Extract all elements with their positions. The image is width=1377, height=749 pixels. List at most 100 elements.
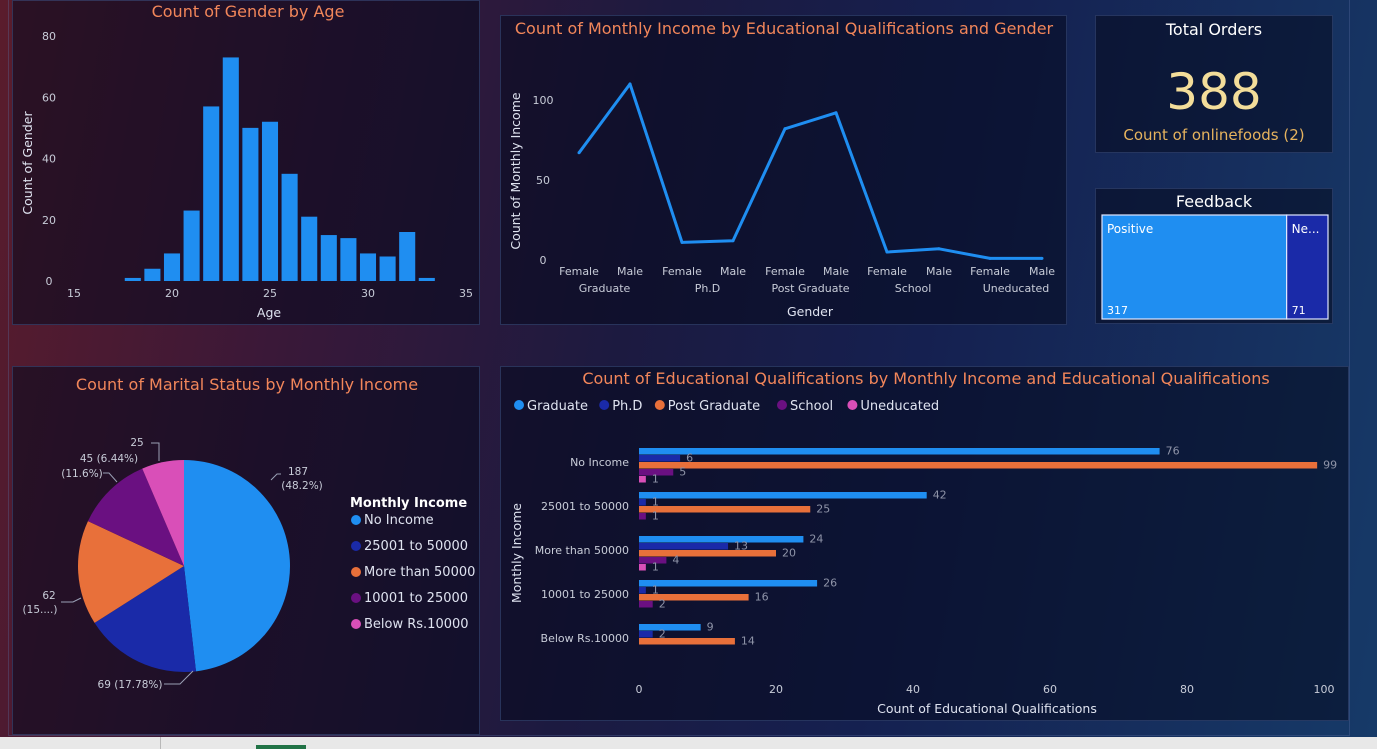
x-tick-label: Male: [926, 265, 952, 278]
bar-data-label: 1: [652, 561, 659, 574]
kpi-title: Total Orders: [1165, 20, 1262, 39]
pie-data-label: 187: [288, 466, 308, 478]
histogram-bar[interactable]: [359, 253, 377, 281]
line-point[interactable]: [937, 247, 941, 251]
legend-item[interactable]: More than 50000: [364, 565, 475, 580]
legend-marker: [351, 619, 361, 629]
chart-title: Count of Educational Qualifications by M…: [582, 369, 1269, 388]
legend-marker: [777, 400, 787, 410]
histogram-bar[interactable]: [418, 277, 435, 281]
feedback-treemap-panel[interactable]: Feedback Positive 317 Ne... 71: [1095, 188, 1333, 324]
line-point[interactable]: [628, 82, 632, 86]
histogram-bar[interactable]: [261, 121, 279, 281]
histogram-bar[interactable]: [144, 268, 161, 281]
line-point[interactable]: [680, 240, 684, 244]
line-point[interactable]: [834, 111, 838, 115]
pie-leader-line: [164, 670, 194, 685]
bar[interactable]: [639, 638, 735, 645]
legend-item[interactable]: Uneducated: [860, 399, 939, 414]
legend-marker: [654, 400, 665, 410]
marital-pie-panel[interactable]: Count of Marital Status by Monthly Incom…: [12, 366, 480, 735]
income-series-line[interactable]: [577, 82, 1042, 260]
histogram-bar[interactable]: [281, 173, 298, 281]
bar[interactable]: [639, 506, 811, 513]
legend-item[interactable]: Post Graduate: [668, 399, 760, 414]
line-point[interactable]: [783, 127, 787, 131]
histogram-bar[interactable]: [222, 57, 239, 281]
line-point[interactable]: [885, 250, 889, 254]
bar[interactable]: [639, 448, 1160, 455]
histogram-bar[interactable]: [340, 238, 357, 281]
pie-slice[interactable]: [184, 460, 291, 672]
pie-percent-label: (48.2%): [281, 480, 323, 492]
bar[interactable]: [639, 455, 681, 462]
x-tick-label: 100: [1314, 683, 1335, 696]
histogram-bar[interactable]: [379, 256, 396, 282]
bar[interactable]: [639, 513, 646, 520]
line-point[interactable]: [988, 256, 992, 260]
legend-item[interactable]: 10001 to 25000: [364, 591, 468, 606]
line-point[interactable]: [731, 239, 735, 243]
x-group-label: Uneducated: [983, 282, 1050, 295]
legend-item[interactable]: Ph.D: [612, 399, 642, 414]
bar[interactable]: [639, 476, 646, 483]
bar-data-label: 24: [809, 533, 823, 546]
legend-item[interactable]: 25001 to 50000: [364, 539, 468, 554]
line-point[interactable]: [1040, 256, 1044, 260]
bar[interactable]: [639, 587, 646, 594]
histogram-bar[interactable]: [183, 210, 200, 281]
x-tick-label: 35: [459, 287, 473, 300]
legend-item[interactable]: No Income: [364, 513, 434, 528]
legend-marker: [351, 567, 361, 577]
bar[interactable]: [639, 492, 927, 499]
bar[interactable]: [639, 631, 653, 638]
bar[interactable]: [639, 594, 749, 601]
bar[interactable]: [639, 499, 646, 506]
histogram-bar[interactable]: [301, 216, 318, 281]
income-line-panel[interactable]: Count of Monthly Income by Educational Q…: [500, 15, 1067, 325]
legend-marker: [514, 400, 524, 410]
edu-bar-panel[interactable]: Count of Educational Qualifications by M…: [500, 366, 1349, 721]
legend-item[interactable]: Graduate: [527, 399, 588, 414]
bar[interactable]: [639, 462, 1318, 469]
y-tick-label: 40: [42, 153, 56, 166]
bar[interactable]: [639, 564, 646, 571]
bar[interactable]: [639, 557, 667, 564]
bar[interactable]: [639, 624, 701, 631]
y-tick-label: 80: [42, 30, 56, 43]
histogram-bar[interactable]: [124, 277, 141, 281]
bar-data-label: 9: [707, 621, 714, 634]
bar[interactable]: [639, 543, 729, 550]
histogram-bar[interactable]: [242, 127, 259, 281]
bar-data-label: 1: [652, 496, 659, 509]
histogram-bar[interactable]: [399, 232, 416, 281]
line-point[interactable]: [577, 151, 581, 155]
income-line-chart: Count of Monthly Income by Educational Q…: [508, 19, 1055, 319]
bar[interactable]: [639, 601, 653, 608]
histogram-bar[interactable]: [320, 235, 337, 281]
age-histogram-panel[interactable]: Count of Gender by Age Age Count of Gend…: [12, 0, 480, 325]
treemap-cell[interactable]: [1286, 214, 1329, 320]
y-tick-label: 50: [536, 174, 550, 187]
bar[interactable]: [639, 469, 674, 476]
active-sheet-tab[interactable]: [256, 745, 306, 749]
legend-item[interactable]: Below Rs.10000: [364, 617, 469, 632]
bar[interactable]: [639, 550, 776, 557]
treemap-cell[interactable]: [1101, 214, 1288, 320]
bar-data-label: 26: [823, 577, 837, 590]
pie-percent-label: (11.6%): [61, 468, 103, 480]
pie-slice[interactable]: [142, 460, 184, 566]
histogram-bar[interactable]: [203, 106, 220, 281]
total-orders-card[interactable]: Total Orders 388 Count of onlinefoods (2…: [1095, 15, 1333, 153]
y-tick-label: 0: [46, 275, 53, 288]
pie-slice[interactable]: [94, 566, 196, 672]
histogram-bar[interactable]: [163, 253, 181, 281]
pie-slice[interactable]: [78, 521, 184, 623]
bar-data-label: 42: [933, 489, 947, 502]
bar[interactable]: [639, 580, 818, 587]
legend-marker: [351, 593, 361, 603]
legend-item[interactable]: School: [790, 399, 833, 414]
bar-data-label: 2: [659, 598, 666, 611]
bar[interactable]: [639, 536, 804, 543]
pie-slice[interactable]: [87, 468, 184, 566]
